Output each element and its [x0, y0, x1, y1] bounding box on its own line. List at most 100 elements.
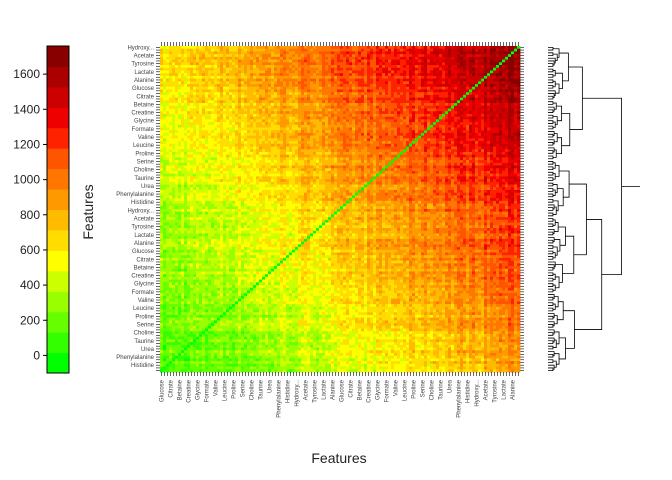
heatmap-cell — [475, 46, 479, 50]
heatmap-cell — [244, 46, 248, 50]
heatmap-cell — [280, 51, 284, 55]
heatmap-cell — [466, 113, 470, 118]
heatmap-cell — [400, 124, 404, 128]
row-label: Tyrosine — [131, 62, 154, 68]
heatmap-cell — [352, 124, 356, 128]
heatmap-cell — [220, 48, 224, 52]
heatmap-cell — [328, 78, 332, 82]
heatmap-cell — [193, 143, 197, 147]
row-label: Choline — [134, 168, 155, 174]
heatmap-cell — [370, 54, 374, 58]
heatmap-cell — [205, 94, 209, 99]
heatmap-cell — [370, 135, 374, 139]
heatmap-cell — [241, 65, 245, 69]
heatmap-cell — [430, 67, 434, 71]
heatmap-cell — [265, 92, 269, 96]
heatmap-cell — [400, 81, 404, 85]
heatmap-cell — [472, 67, 476, 71]
heatmap-cell — [445, 127, 449, 131]
heatmap-cell — [364, 59, 368, 63]
heatmap-cell — [211, 124, 215, 128]
heatmap-cell — [250, 65, 254, 69]
heatmap-cell — [346, 73, 350, 77]
heatmap-cell — [181, 119, 185, 123]
heatmap-cell — [337, 54, 341, 58]
heatmap-cell — [496, 97, 500, 101]
heatmap-cell — [430, 108, 434, 112]
heatmap-cell — [244, 113, 248, 118]
heatmap-cell — [265, 73, 269, 77]
heatmap-cell — [400, 119, 404, 123]
heatmap-cell — [388, 127, 392, 131]
heatmap-cell — [310, 127, 314, 131]
heatmap-cell — [514, 146, 518, 150]
heatmap-cell — [505, 127, 509, 131]
heatmap-cell — [190, 84, 194, 88]
heatmap-cell — [457, 141, 461, 145]
heatmap-cell — [415, 149, 419, 153]
heatmap-cell — [358, 78, 362, 82]
heatmap-cell — [343, 124, 347, 128]
row-label: Phenylalanine — [116, 355, 154, 361]
heatmap-cell — [430, 65, 434, 69]
heatmap-cell — [286, 135, 290, 139]
heatmap-cell — [406, 84, 410, 88]
heatmap-cell — [331, 116, 335, 120]
heatmap-cell — [304, 78, 308, 82]
colorbar-swatch — [47, 107, 69, 129]
heatmap-cell — [289, 135, 293, 139]
heatmap-cell — [421, 124, 425, 128]
heatmap-cell — [394, 97, 398, 101]
heatmap-cell — [229, 97, 233, 101]
heatmap-cell — [460, 97, 464, 101]
heatmap-cell — [445, 103, 449, 107]
heatmap-cell — [292, 70, 296, 74]
heatmap-cell — [256, 59, 260, 63]
heatmap-cell — [394, 59, 398, 63]
heatmap-cell — [217, 97, 221, 101]
heatmap-cell — [412, 46, 416, 50]
heatmap-cell — [235, 81, 239, 85]
heatmap-cell — [310, 105, 314, 109]
heatmap-cell — [340, 84, 344, 88]
heatmap-cell — [514, 122, 518, 126]
heatmap-cell — [319, 143, 323, 147]
heatmap-cell — [373, 141, 377, 145]
heatmap-cell — [475, 138, 479, 142]
heatmap-cell — [406, 119, 410, 123]
heatmap-cell — [277, 124, 281, 128]
heatmap-cell — [406, 86, 410, 90]
heatmap-cell — [388, 86, 392, 90]
heatmap-cell — [379, 59, 383, 63]
heatmap-cell — [190, 81, 194, 85]
heatmap-cell — [196, 62, 200, 66]
heatmap-cell — [418, 119, 422, 123]
heatmap-cell — [169, 143, 173, 147]
heatmap-cell — [349, 48, 353, 52]
heatmap-cell — [508, 141, 512, 145]
heatmap-cell — [190, 138, 194, 142]
heatmap-cell — [199, 111, 203, 115]
heatmap-cell — [499, 54, 503, 58]
heatmap-cell — [184, 100, 188, 104]
heatmap-cell — [409, 119, 413, 123]
heatmap-cell — [457, 62, 461, 66]
heatmap-cell — [478, 149, 482, 153]
heatmap-cell — [391, 138, 395, 142]
heatmap-cell — [511, 119, 515, 123]
heatmap-cell — [412, 59, 416, 63]
heatmap-cell — [442, 70, 446, 74]
heatmap-cell — [316, 130, 320, 134]
heatmap-cell — [421, 67, 425, 71]
heatmap-cell — [268, 111, 272, 115]
heatmap-cell — [385, 119, 389, 123]
heatmap-cell — [295, 94, 299, 99]
heatmap-cell — [217, 146, 221, 150]
heatmap-cell — [247, 92, 251, 96]
heatmap-cell — [193, 84, 197, 88]
heatmap-cell — [379, 113, 383, 118]
heatmap-cell — [223, 54, 227, 58]
heatmap-cell — [454, 127, 458, 131]
heatmap-cell — [199, 132, 203, 137]
heatmap-cell — [214, 105, 218, 109]
